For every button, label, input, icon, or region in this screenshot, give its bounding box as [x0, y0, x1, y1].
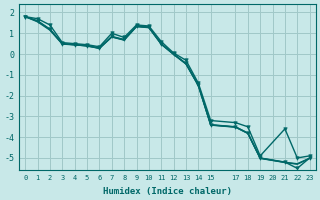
X-axis label: Humidex (Indice chaleur): Humidex (Indice chaleur)	[103, 187, 232, 196]
